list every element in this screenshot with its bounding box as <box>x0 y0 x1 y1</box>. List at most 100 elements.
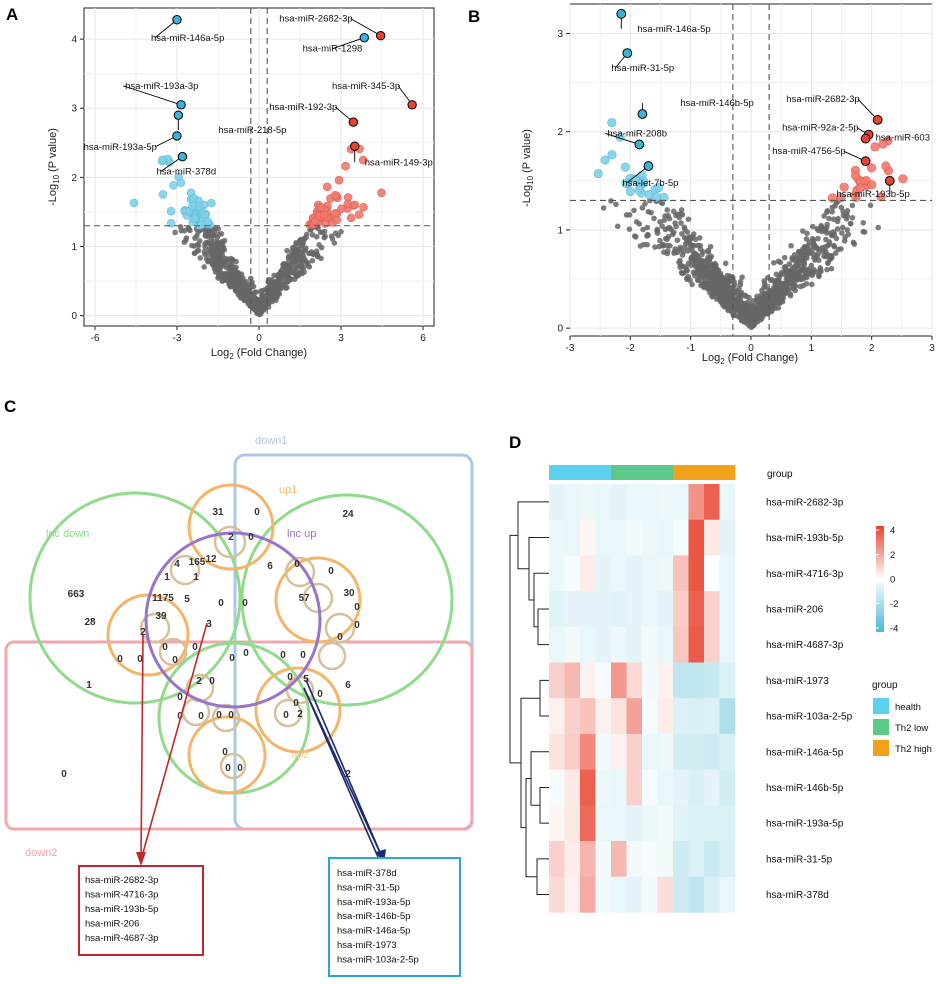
data-point-ns <box>824 266 830 273</box>
data-point-down <box>190 214 199 223</box>
heatmap-cell <box>611 805 627 842</box>
blue-mirna-list: hsa-miR-378d hsa-miR-31-5p hsa-miR-193a-5p… <box>337 868 419 965</box>
data-point-ns <box>684 276 690 283</box>
data-point-ns <box>259 296 266 303</box>
data-point-ns <box>804 230 810 237</box>
data-point-ns <box>690 231 697 237</box>
data-point-ns <box>257 304 264 311</box>
data-point-ns <box>818 222 824 229</box>
heatmap-cell <box>549 841 565 877</box>
data-point-ns <box>259 292 266 299</box>
heatmap-cell <box>704 698 720 735</box>
heatmap-cell <box>564 805 581 842</box>
heatmap-cell <box>564 841 581 877</box>
data-point-ns <box>639 205 646 211</box>
data-point-ns <box>672 246 679 252</box>
data-point-ns <box>690 269 697 276</box>
data-point-ns <box>684 268 690 274</box>
data-point-ns <box>276 276 282 282</box>
heatmap-cell <box>549 662 565 699</box>
heatmap-cell <box>580 662 596 699</box>
heatmap-cell <box>657 841 674 877</box>
data-point-ns <box>613 201 619 208</box>
panel-d: D group hsa-miR-2682-3phsa-miR-193b-5phs… <box>509 433 932 913</box>
data-point-ns <box>284 284 290 291</box>
heatmap-row-label: hsa-miR-4716-3p <box>766 569 844 580</box>
blue-list-item: hsa-miR-31-5p <box>337 882 400 893</box>
heatmap-cell <box>626 662 643 699</box>
red-list-item: hsa-miR-206 <box>85 919 139 930</box>
venn-set-lnc-down <box>28 491 242 705</box>
red-mirna-list: hsa-miR-2682-3p hsa-miR-4716-3p hsa-miR-19… <box>85 875 158 944</box>
data-point-ns <box>332 230 339 236</box>
data-point-ns <box>840 208 846 215</box>
data-point-ns <box>298 262 304 269</box>
data-point-ns <box>841 238 848 244</box>
heatmap-group-bar <box>549 465 736 480</box>
data-point-ns <box>226 281 232 288</box>
data-point-up <box>377 188 386 198</box>
data-point-ns <box>651 215 657 222</box>
data-point-ns <box>773 290 780 296</box>
data-point-ns <box>781 254 788 261</box>
data-point-ns <box>849 214 856 221</box>
labeled-point <box>860 156 871 167</box>
y-tick-label: 2 <box>71 173 77 184</box>
data-point-ns <box>739 274 745 281</box>
heatmap-row-label: hsa-miR-1973 <box>766 676 829 687</box>
data-point-ns <box>277 280 283 287</box>
data-point-ns <box>254 300 260 306</box>
data-point-up <box>350 200 360 210</box>
venn-label-lnc-down: lnc down <box>46 528 89 540</box>
arrow-red-head <box>136 852 146 866</box>
data-point-ns <box>210 243 216 249</box>
heatmap-cell <box>657 662 674 699</box>
data-point-up <box>870 142 880 152</box>
data-point-ns <box>314 253 321 260</box>
heatmap-cell <box>704 591 720 628</box>
plot-b-ticks: -3 -2 -1 0 1 2 3 0 1 2 3 <box>557 29 935 354</box>
data-point-ns <box>798 263 805 270</box>
data-point-ns <box>829 204 836 211</box>
heatmap-cell <box>564 698 581 735</box>
labeled-point <box>172 131 182 141</box>
data-point-up <box>346 213 356 223</box>
heatmap-cell <box>580 698 596 735</box>
heatmap-cell <box>642 876 658 913</box>
data-point-ns <box>737 296 744 302</box>
heatmap-cell <box>595 591 612 628</box>
data-point-ns <box>784 267 790 273</box>
data-point-ns <box>234 279 240 286</box>
heatmap-cell <box>611 769 627 806</box>
data-point-ns <box>300 247 306 254</box>
venn-small-2 <box>169 554 201 586</box>
data-point-ns <box>226 266 232 272</box>
data-point-ns <box>813 253 819 259</box>
panel-a: A hsa-miR-146a-5phsa-miR-2682-3phsa-miR-… <box>6 5 435 361</box>
group-bar-cell <box>549 465 565 480</box>
venn-count: 1 <box>193 572 199 583</box>
venn-count: 663 <box>68 589 85 600</box>
labeled-point <box>350 141 360 151</box>
blue-list-item: hsa-miR-146a-5p <box>337 926 410 937</box>
data-point-ns <box>178 227 185 234</box>
data-point-ns <box>316 241 322 248</box>
heatmap-cell <box>595 484 612 520</box>
x-tick-label: 0 <box>748 343 754 354</box>
heatmap-row-label: hsa-miR-193b-5p <box>766 533 844 544</box>
data-point-ns <box>780 288 787 294</box>
data-point-ns <box>831 231 838 237</box>
venn-count: 165 <box>189 557 206 568</box>
plot-a-points <box>129 144 386 318</box>
data-point-ns <box>289 244 296 251</box>
venn-count: 6 <box>345 680 351 691</box>
heatmap-row-label: hsa-miR-103a-2-5p <box>766 712 853 723</box>
heatmap-row-label: hsa-miR-146a-5p <box>766 747 844 758</box>
data-point-ns <box>304 260 311 266</box>
heatmap-row-label: hsa-miR-206 <box>766 604 824 615</box>
venn-count: 0 <box>162 642 168 653</box>
data-point-ns <box>209 253 215 260</box>
venn-set-up1 <box>187 483 275 571</box>
data-point-ns <box>321 228 328 235</box>
data-point-down <box>634 185 644 195</box>
